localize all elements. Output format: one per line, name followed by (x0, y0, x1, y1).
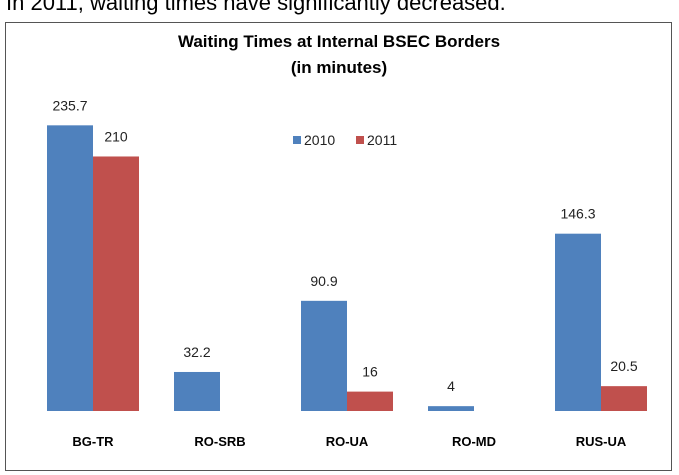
data-label: 4 (447, 378, 455, 394)
chart-title: Waiting Times at Internal BSEC Borders (178, 32, 500, 51)
legend-swatch (356, 136, 364, 144)
data-label: 235.7 (52, 97, 87, 113)
bar (47, 125, 93, 411)
caption: In 2011, waiting times have significantl… (6, 0, 506, 15)
bar (93, 156, 139, 411)
x-tick-label: BG-TR (72, 434, 114, 449)
data-label: 210 (104, 128, 128, 144)
legend-label: 2010 (304, 132, 335, 148)
data-label: 16 (362, 364, 378, 380)
bar (601, 386, 647, 411)
data-label: 90.9 (310, 273, 337, 289)
bar (174, 371, 220, 411)
bar (555, 233, 601, 411)
bar (428, 406, 474, 411)
x-tick-label: RO-UA (326, 434, 369, 449)
data-label: 32.2 (183, 344, 210, 360)
x-tick-label: RUS-UA (576, 434, 627, 449)
chart-subtitle: (in minutes) (291, 58, 387, 77)
data-label: 146.3 (560, 206, 595, 222)
x-tick-label: RO-SRB (194, 434, 245, 449)
bar (301, 300, 347, 411)
x-tick-label: RO-MD (452, 434, 496, 449)
bar (347, 391, 393, 411)
legend-swatch (293, 136, 301, 144)
legend-label: 2011 (367, 132, 397, 148)
data-label: 20.5 (610, 358, 637, 374)
